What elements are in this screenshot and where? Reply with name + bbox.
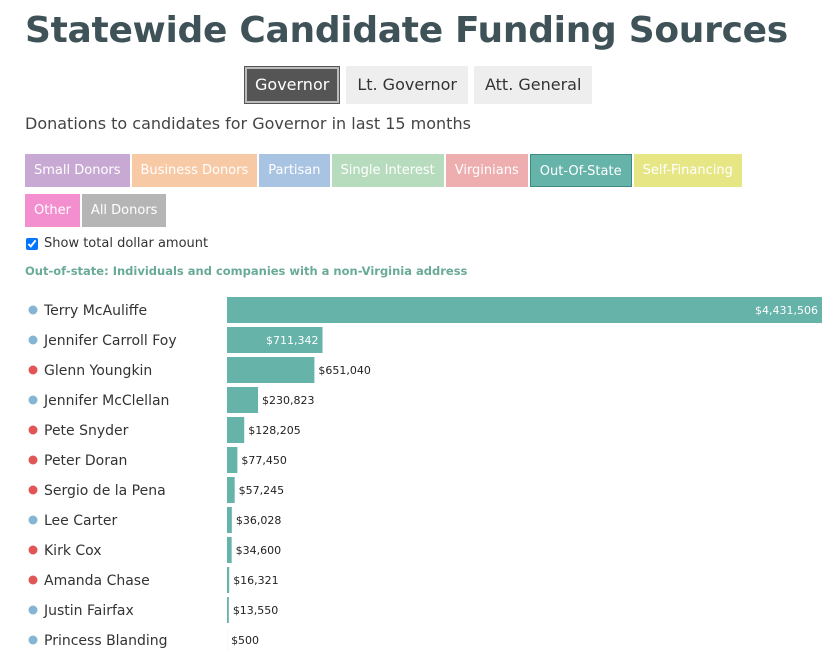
value-label: $128,205 bbox=[248, 424, 301, 437]
bar[interactable] bbox=[227, 327, 323, 353]
bar[interactable] bbox=[227, 357, 315, 383]
bar-row: Jennifer Carroll Foy $711,342 bbox=[28, 327, 323, 353]
candidate-label: Princess Blanding bbox=[44, 633, 168, 649]
bar-row: Sergio de la Pena $57,245 bbox=[28, 477, 284, 503]
candidate-label: Terry McAuliffe bbox=[43, 303, 147, 319]
bar[interactable] bbox=[227, 537, 232, 563]
funding-bar-chart: Terry McAuliffe $4,431,506 Jennifer Carrol… bbox=[28, 297, 822, 653]
candidate-label: Glenn Youngkin bbox=[44, 363, 152, 379]
party-dot bbox=[28, 425, 38, 435]
candidate-label: Lee Carter bbox=[44, 513, 117, 529]
tab-lt-governor[interactable]: Lt. Governor bbox=[346, 66, 468, 104]
all-donors-button[interactable]: All Donors bbox=[81, 194, 167, 227]
candidate-label: Sergio de la Pena bbox=[44, 483, 166, 499]
value-label: $230,823 bbox=[262, 394, 315, 407]
value-label: $13,550 bbox=[233, 604, 279, 617]
candidate-label: Jennifer Carroll Foy bbox=[43, 333, 177, 349]
bar-row: Amanda Chase $16,321 bbox=[28, 567, 279, 593]
source-row-1: Small Donors Business Donors Partisan Si… bbox=[25, 154, 805, 187]
bar-row: Pete Snyder $128,205 bbox=[28, 417, 301, 443]
candidate-label: Amanda Chase bbox=[44, 573, 150, 589]
source-row-2: Other All Donors bbox=[25, 194, 805, 227]
bar-row: Justin Fairfax $13,550 bbox=[28, 597, 279, 623]
party-dot bbox=[28, 515, 38, 525]
virginians-button[interactable]: Virginians bbox=[445, 154, 528, 187]
bar[interactable] bbox=[227, 567, 230, 593]
party-dot bbox=[28, 365, 38, 375]
bar[interactable] bbox=[227, 477, 235, 503]
show-total-checkbox[interactable] bbox=[26, 237, 38, 250]
value-label: $36,028 bbox=[236, 514, 282, 527]
bar[interactable] bbox=[227, 507, 232, 533]
show-total-toggle[interactable]: Show total dollar amount bbox=[25, 236, 208, 251]
value-label: $4,431,506 bbox=[755, 304, 818, 317]
bar[interactable] bbox=[227, 447, 238, 473]
business-donors-button[interactable]: Business Donors bbox=[131, 154, 258, 187]
party-dot bbox=[28, 305, 38, 315]
bar-row: Peter Doran $77,450 bbox=[28, 447, 287, 473]
bar[interactable] bbox=[227, 297, 822, 323]
bar-row: Princess Blanding $500 bbox=[28, 627, 259, 653]
partisan-button[interactable]: Partisan bbox=[259, 154, 330, 187]
bar-row: Glenn Youngkin $651,040 bbox=[28, 357, 371, 383]
funding-source-filter: Small Donors Business Donors Partisan Si… bbox=[25, 154, 805, 234]
party-dot bbox=[28, 605, 38, 615]
chart-subtitle: Donations to candidates for Governor in … bbox=[25, 114, 471, 133]
page-title: Statewide Candidate Funding Sources bbox=[25, 10, 788, 51]
value-label: $711,342 bbox=[266, 334, 319, 347]
party-dot bbox=[28, 335, 38, 345]
bar[interactable] bbox=[227, 387, 258, 413]
bar-row: Kirk Cox $34,600 bbox=[28, 537, 282, 563]
tab-att-general[interactable]: Att. General bbox=[473, 66, 593, 104]
candidate-label: Kirk Cox bbox=[44, 543, 102, 559]
candidate-label: Pete Snyder bbox=[44, 423, 129, 439]
category-description: Out-of-state: Individuals and companies … bbox=[25, 264, 468, 278]
candidate-label: Peter Doran bbox=[44, 453, 127, 469]
party-dot bbox=[28, 575, 38, 585]
small-donors-button[interactable]: Small Donors bbox=[25, 154, 130, 187]
office-tabs: Governor Lt. Governor Att. General bbox=[244, 66, 593, 104]
value-label: $34,600 bbox=[236, 544, 282, 557]
value-label: $16,321 bbox=[233, 574, 278, 587]
out-of-state-button[interactable]: Out-Of-State bbox=[529, 154, 632, 187]
other-button[interactable]: Other bbox=[25, 194, 80, 227]
value-label: $57,245 bbox=[239, 484, 284, 497]
bar[interactable] bbox=[227, 597, 229, 623]
value-label: $500 bbox=[231, 634, 259, 647]
bar-row: Jennifer McClellan $230,823 bbox=[28, 387, 315, 413]
party-dot bbox=[28, 545, 38, 555]
self-financing-button[interactable]: Self-Financing bbox=[633, 154, 742, 187]
party-dot bbox=[28, 485, 38, 495]
show-total-label: Show total dollar amount bbox=[44, 236, 209, 251]
tab-governor[interactable]: Governor bbox=[244, 66, 341, 104]
bar-row: Terry McAuliffe $4,431,506 bbox=[28, 297, 822, 323]
single-interest-button[interactable]: Single Interest bbox=[331, 154, 444, 187]
value-label: $77,450 bbox=[241, 454, 287, 467]
candidate-label: Justin Fairfax bbox=[43, 603, 134, 619]
bar-row: Lee Carter $36,028 bbox=[28, 507, 282, 533]
party-dot bbox=[28, 395, 38, 405]
candidate-label: Jennifer McClellan bbox=[43, 393, 169, 409]
value-label: $651,040 bbox=[318, 364, 371, 377]
party-dot bbox=[28, 455, 38, 465]
bar[interactable] bbox=[227, 417, 245, 443]
party-dot bbox=[28, 635, 38, 645]
